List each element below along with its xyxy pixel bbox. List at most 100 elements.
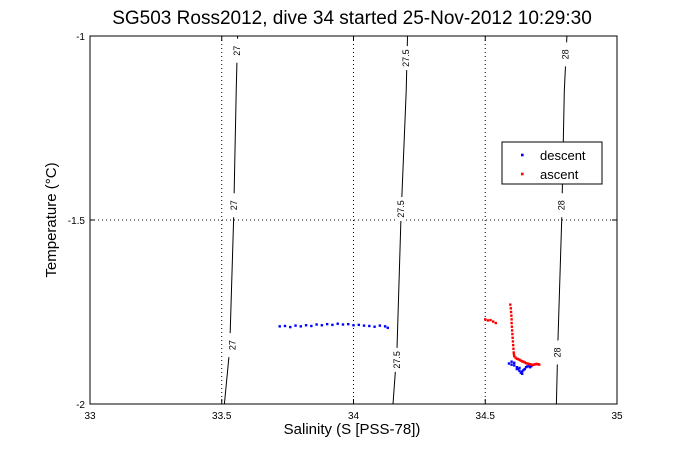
data-point-ascent (512, 351, 515, 354)
data-point-descent (336, 322, 339, 325)
data-point-descent (513, 361, 516, 364)
contour-label: 27 (227, 340, 237, 350)
data-point-descent (325, 322, 329, 326)
data-point-descent (347, 322, 350, 326)
x-tick-label: 34 (348, 411, 360, 422)
data-point-descent (378, 324, 382, 327)
x-tick-label: 35 (611, 411, 623, 422)
x-tick-label: 33.5 (212, 411, 232, 422)
data-point-descent (518, 369, 521, 373)
data-point-ascent (523, 361, 526, 364)
data-point-descent (522, 368, 525, 372)
data-point-ascent (518, 358, 521, 362)
y-axis-label: Temperature (°C) (43, 162, 60, 277)
data-point-descent (510, 360, 513, 363)
legend-marker-descent (521, 153, 524, 157)
data-point-ascent (524, 361, 528, 365)
data-point-descent (386, 326, 389, 330)
data-point-ascent (511, 340, 515, 343)
data-point-descent (524, 366, 528, 369)
contour-label: 27.5 (392, 351, 402, 369)
data-point-descent (368, 324, 371, 328)
data-point-ascent (528, 363, 532, 366)
contour-label-background (552, 340, 563, 365)
data-point-ascent (532, 363, 536, 366)
data-point-ascent (516, 357, 520, 361)
data-point-ascent (531, 363, 534, 367)
data-point-ascent (526, 362, 529, 365)
legend-box (501, 141, 603, 185)
data-point-descent (341, 323, 345, 326)
data-point-ascent (491, 320, 495, 323)
contour-label: 27.5 (401, 49, 411, 67)
legend-marker-ascent (521, 172, 524, 176)
data-point-ascent (513, 354, 516, 358)
data-point-ascent (535, 362, 538, 366)
data-point-descent (283, 324, 287, 328)
contour-label: 28 (561, 49, 571, 59)
data-point-ascent (510, 314, 513, 317)
data-point-ascent (509, 310, 513, 314)
legend-label-descent: descent (540, 148, 586, 163)
data-points (278, 303, 541, 376)
contour-label: 28 (556, 200, 566, 210)
data-point-descent (530, 364, 533, 368)
data-point-ascent (511, 336, 514, 339)
data-point-ascent (534, 363, 537, 366)
y-tick-label: -1 (76, 32, 85, 43)
data-point-descent (516, 367, 520, 371)
contour-label-background (395, 196, 406, 221)
data-point-descent (331, 323, 334, 327)
x-tick-label: 34.5 (476, 411, 496, 422)
data-point-descent (352, 324, 355, 327)
data-point-ascent (510, 321, 513, 325)
contour-label-background (391, 347, 402, 372)
contour-label: 27.5 (396, 200, 406, 218)
contour-label: 27 (232, 46, 242, 56)
data-point-ascent (509, 303, 512, 306)
data-point-descent (515, 367, 519, 371)
data-point-ascent (489, 318, 492, 322)
contour-label-background (556, 193, 567, 218)
legend-label-ascent: ascent (540, 167, 579, 182)
data-point-ascent (538, 363, 541, 366)
data-point-ascent (519, 359, 523, 362)
legend: descent ascent (501, 141, 603, 185)
data-point-descent (289, 325, 292, 329)
data-point-descent (383, 325, 387, 328)
axes: 33 33.5 34 34.5 35 -2 -1.5 -1 (68, 32, 623, 422)
data-point-ascent (494, 321, 497, 325)
data-point-ascent (527, 362, 530, 366)
data-point-ascent (511, 332, 514, 336)
data-point-descent (515, 366, 519, 369)
data-point-ascent (512, 347, 515, 350)
contour-label-background (401, 46, 412, 71)
contour-line (223, 35, 239, 405)
data-point-ascent (530, 363, 533, 366)
y-tick-label: -2 (76, 400, 85, 411)
contour-label: 27 (229, 200, 239, 210)
data-point-descent (315, 323, 318, 326)
data-point-descent (507, 362, 511, 365)
data-point-ascent (484, 318, 487, 321)
data-point-ascent (515, 357, 519, 360)
data-point-descent (357, 323, 360, 327)
data-point-descent (510, 363, 513, 366)
grid-lines (90, 36, 617, 404)
data-point-descent (518, 366, 521, 370)
data-point-ascent (511, 343, 515, 347)
data-point-descent (527, 364, 530, 367)
data-point-descent (299, 325, 302, 328)
data-point-descent (523, 367, 526, 371)
data-point-ascent (509, 307, 513, 310)
data-point-descent (526, 365, 529, 368)
data-point-ascent (536, 363, 540, 366)
contour-label-background (227, 333, 238, 358)
data-point-ascent (520, 360, 524, 363)
x-axis-label: Salinity (S [PSS-78]) (284, 421, 421, 438)
data-point-descent (528, 366, 532, 369)
data-point-ascent (522, 360, 525, 363)
data-point-descent (304, 324, 308, 327)
